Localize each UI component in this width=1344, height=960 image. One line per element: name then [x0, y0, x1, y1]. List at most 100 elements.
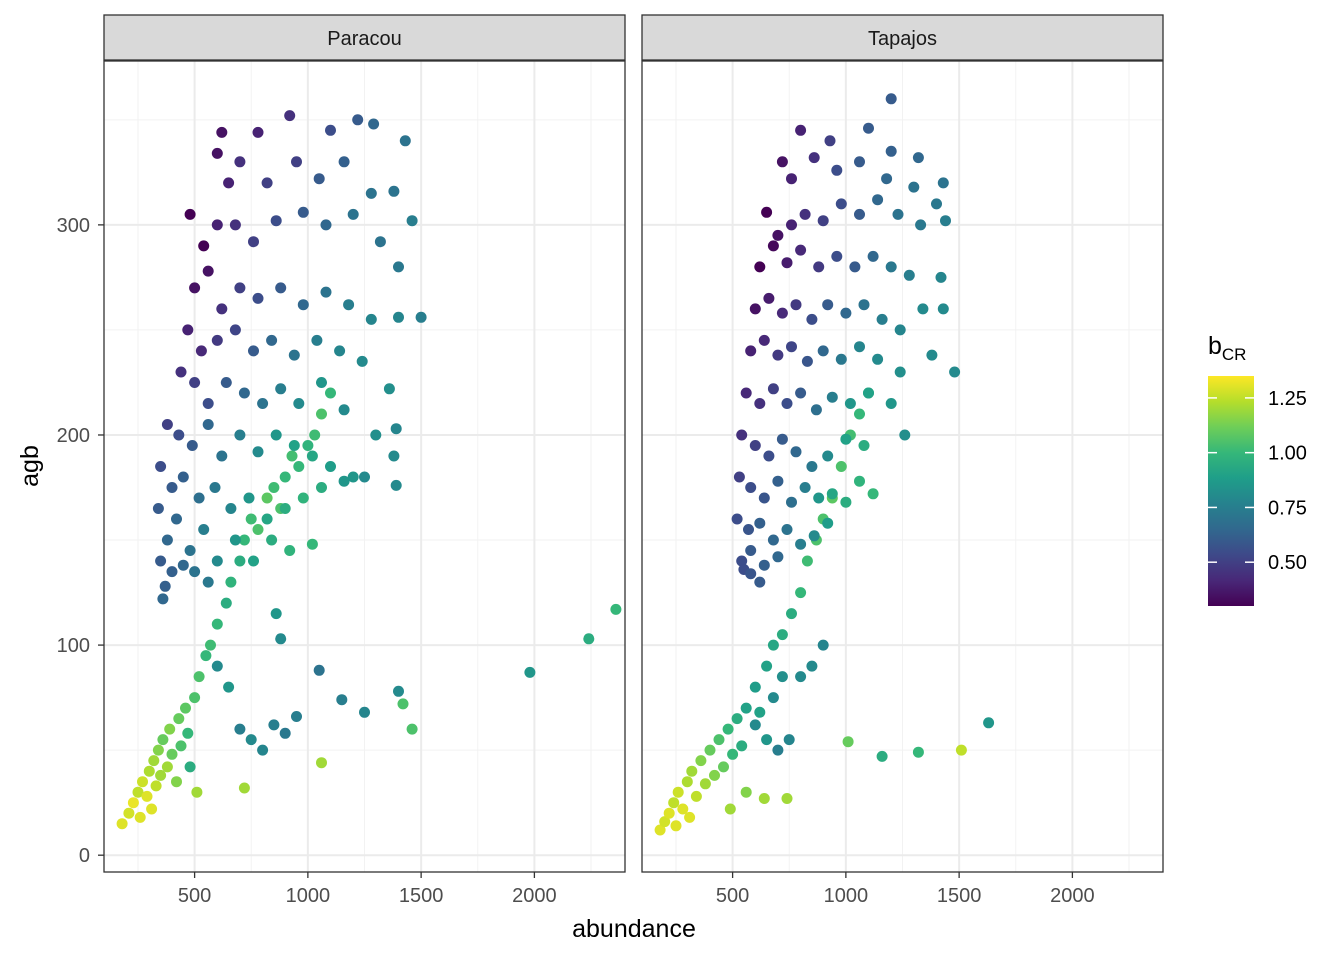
facet-strip	[103, 14, 626, 61]
data-point	[216, 303, 228, 315]
data-point	[840, 307, 852, 319]
data-point	[801, 555, 813, 567]
data-point	[663, 807, 675, 819]
data-point	[268, 719, 280, 731]
data-point	[415, 311, 427, 323]
facet-panels: Paracou 500 1000 1500 2000 0 100 200 300 Tapajos 5…	[57, 14, 1164, 907]
data-point	[306, 450, 318, 462]
data-point	[795, 124, 807, 136]
data-point	[216, 126, 228, 138]
data-point	[189, 566, 201, 578]
data-point	[211, 334, 223, 346]
data-point	[758, 492, 770, 504]
data-point	[867, 488, 879, 500]
data-point	[940, 215, 951, 227]
data-point	[388, 185, 400, 197]
data-point	[202, 576, 214, 588]
data-point	[767, 383, 779, 395]
data-point	[229, 219, 241, 231]
data-point	[148, 755, 160, 767]
legend-tick-label: 0.75	[1268, 497, 1307, 519]
data-point	[189, 692, 201, 704]
data-point	[211, 618, 223, 630]
data-point	[799, 482, 811, 493]
data-point	[727, 748, 739, 760]
data-point	[275, 633, 287, 645]
data-point	[193, 492, 205, 504]
data-point	[270, 429, 282, 441]
data-point	[155, 769, 167, 781]
data-point	[749, 681, 761, 693]
data-point	[306, 538, 318, 550]
data-point	[293, 398, 305, 409]
data-point	[713, 734, 725, 746]
data-point	[270, 608, 282, 620]
data-point	[257, 744, 269, 756]
data-point	[826, 488, 838, 500]
data-point	[826, 391, 838, 403]
data-point	[279, 727, 291, 739]
data-point	[672, 786, 684, 798]
x-tick-label: 2000	[1050, 885, 1095, 907]
data-point	[786, 496, 797, 508]
data-point	[220, 597, 232, 609]
data-point	[801, 355, 813, 367]
facet-strip	[641, 14, 1164, 61]
data-point	[763, 450, 775, 462]
data-point	[266, 334, 278, 346]
data-point	[325, 124, 336, 136]
data-point	[157, 593, 169, 605]
data-point	[225, 576, 237, 588]
data-point	[406, 723, 418, 735]
data-point	[767, 240, 779, 252]
data-point	[761, 206, 773, 218]
data-point	[397, 698, 409, 710]
legend-tick-label: 0.50	[1268, 552, 1307, 574]
data-point	[150, 780, 162, 792]
data-point	[810, 404, 822, 416]
data-point	[173, 713, 185, 725]
data-point	[822, 299, 834, 311]
data-point	[123, 807, 135, 819]
data-point	[182, 324, 194, 336]
data-point	[175, 366, 187, 378]
data-point	[225, 503, 237, 514]
data-point	[790, 299, 802, 311]
data-point	[189, 282, 201, 294]
data-point	[876, 750, 888, 762]
data-point	[840, 496, 852, 508]
data-point	[297, 492, 309, 504]
data-point	[767, 692, 779, 704]
data-point	[223, 681, 235, 693]
data-point	[320, 219, 332, 231]
data-point	[781, 398, 793, 409]
data-point	[686, 765, 698, 777]
data-point	[842, 736, 854, 748]
data-point	[776, 671, 788, 683]
data-point	[184, 208, 196, 220]
data-point	[795, 538, 807, 550]
data-point	[161, 534, 173, 546]
data-point	[368, 118, 380, 130]
data-point	[885, 93, 897, 105]
data-point	[892, 208, 904, 220]
data-point	[399, 135, 411, 147]
data-point	[937, 303, 949, 315]
data-point	[173, 429, 185, 441]
data-point	[915, 219, 927, 231]
data-point	[795, 671, 807, 683]
data-point	[182, 727, 194, 739]
data-point	[184, 761, 196, 773]
data-point	[238, 782, 250, 794]
data-point	[677, 803, 689, 815]
data-point	[205, 639, 216, 651]
data-point	[858, 440, 870, 451]
data-point	[393, 685, 404, 697]
data-point	[931, 198, 942, 210]
facet-strip-label: Paracou	[327, 28, 402, 50]
data-point	[316, 482, 327, 493]
y-tick-label: 200	[57, 425, 90, 447]
y-tick-label: 100	[57, 635, 90, 657]
data-point	[359, 471, 370, 483]
data-point	[193, 671, 205, 683]
